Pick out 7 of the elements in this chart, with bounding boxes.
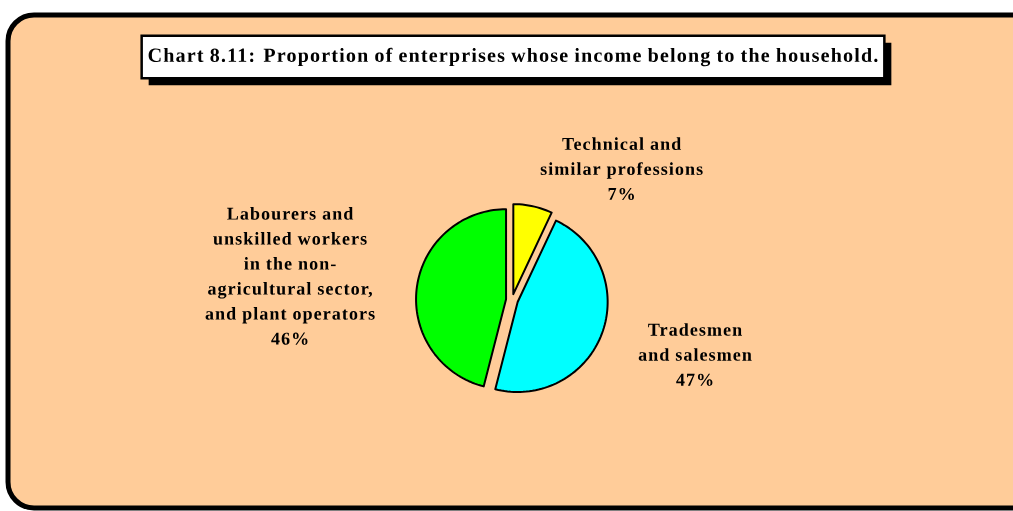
slice-label: Technical and similar professions <box>540 137 703 179</box>
chart-title: Chart 8.11: Proportion of enterprises whose income belong to the household. <box>148 47 878 67</box>
slice-label: Labourers and unskilled workers in the non-agricultural sector, and plant operators <box>205 207 375 324</box>
data-label: 46% <box>271 332 308 345</box>
slice-label: Tradesmen and salesmen <box>638 323 752 361</box>
data-label: 47% <box>676 373 713 386</box>
data-label: 7% <box>608 187 634 201</box>
